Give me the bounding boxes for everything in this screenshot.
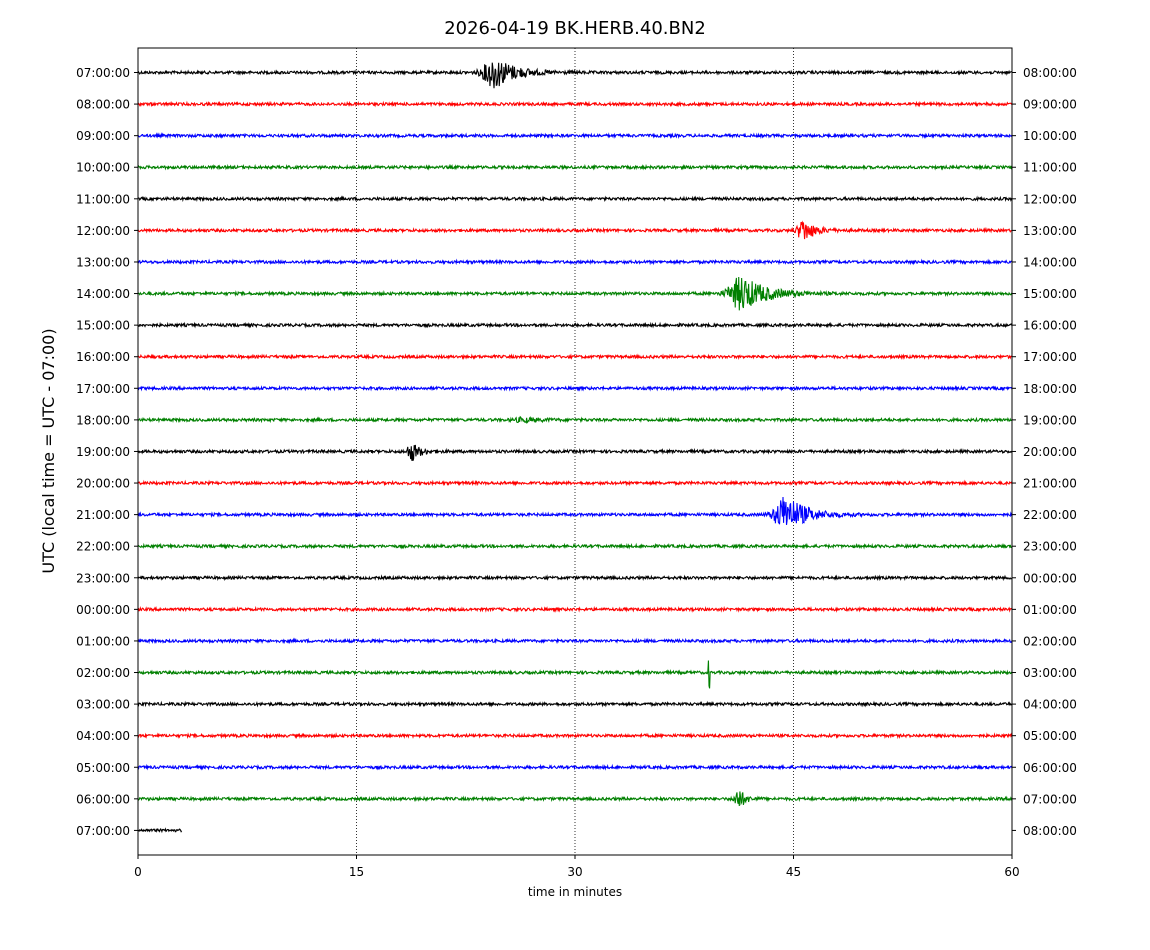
trace-6 [137, 258, 1013, 266]
left-time-label: 02:00:00 [76, 666, 130, 680]
right-time-label: 01:00:00 [1023, 603, 1077, 617]
left-time-label: 15:00:00 [76, 319, 130, 333]
trace-19 [137, 660, 1013, 689]
right-time-label: 10:00:00 [1023, 129, 1077, 143]
left-time-label: 22:00:00 [76, 540, 130, 554]
right-time-label: 07:00:00 [1023, 792, 1077, 806]
left-time-label: 13:00:00 [76, 255, 130, 269]
trace-2 [137, 132, 1013, 140]
right-time-label: 03:00:00 [1023, 666, 1077, 680]
trace-13 [137, 479, 1013, 487]
left-time-label: 09:00:00 [76, 129, 130, 143]
trace-8 [137, 321, 1013, 329]
left-time-label: 11:00:00 [76, 192, 130, 206]
trace-1 [137, 100, 1013, 108]
left-time-label: 14:00:00 [76, 287, 130, 301]
right-time-label: 08:00:00 [1023, 824, 1077, 838]
left-time-label: 01:00:00 [76, 634, 130, 648]
x-axis-ticks: 0 15 30 45 60 [134, 855, 1020, 879]
right-time-label: 00:00:00 [1023, 571, 1077, 585]
left-time-label: 04:00:00 [76, 729, 130, 743]
trace-9 [137, 353, 1013, 361]
left-time-labels: 07:00:00 08:00:00 09:00:00 10:00:00 11:00:00… [76, 66, 138, 838]
left-time-label: 00:00:00 [76, 603, 130, 617]
right-time-label: 09:00:00 [1023, 98, 1077, 112]
trace-0 [137, 62, 1013, 89]
right-time-label: 02:00:00 [1023, 634, 1077, 648]
left-time-label: 17:00:00 [76, 382, 130, 396]
left-time-label: 06:00:00 [76, 792, 130, 806]
x-tick-label: 15 [349, 865, 364, 879]
right-time-label: 04:00:00 [1023, 698, 1077, 712]
trace-16 [137, 574, 1013, 582]
right-time-label: 08:00:00 [1023, 66, 1077, 80]
right-time-label: 14:00:00 [1023, 255, 1077, 269]
right-time-label: 11:00:00 [1023, 161, 1077, 175]
seismic-traces [137, 62, 1013, 834]
left-time-label: 08:00:00 [76, 98, 130, 112]
right-time-label: 06:00:00 [1023, 761, 1077, 775]
right-time-labels: 08:00:00 09:00:00 10:00:00 11:00:00 12:00:00… [1012, 66, 1077, 838]
left-time-label: 05:00:00 [76, 761, 130, 775]
right-time-label: 22:00:00 [1023, 508, 1077, 522]
grid-lines [356, 48, 794, 855]
trace-5 [137, 220, 1013, 240]
right-time-label: 16:00:00 [1023, 319, 1077, 333]
y-axis-label: UTC (local time = UTC - 07:00) [39, 328, 58, 573]
trace-20 [137, 700, 1013, 708]
x-tick-label: 30 [567, 865, 582, 879]
left-time-label: 12:00:00 [76, 224, 130, 238]
left-time-label: 20:00:00 [76, 477, 130, 491]
trace-17 [137, 605, 1013, 613]
trace-18 [137, 637, 1013, 645]
right-time-label: 05:00:00 [1023, 729, 1077, 743]
right-time-label: 17:00:00 [1023, 350, 1077, 364]
x-tick-label: 45 [786, 865, 801, 879]
trace-14 [137, 496, 1013, 525]
trace-23 [137, 791, 1013, 807]
trace-15 [137, 542, 1013, 550]
right-time-label: 21:00:00 [1023, 477, 1077, 491]
trace-3 [137, 163, 1013, 171]
left-time-label: 07:00:00 [76, 66, 130, 80]
right-time-label: 13:00:00 [1023, 224, 1077, 238]
trace-24 [137, 827, 183, 834]
left-time-label: 23:00:00 [76, 571, 130, 585]
left-time-label: 03:00:00 [76, 698, 130, 712]
right-time-label: 18:00:00 [1023, 382, 1077, 396]
right-time-label: 15:00:00 [1023, 287, 1077, 301]
left-time-label: 07:00:00 [76, 824, 130, 838]
chart-title: 2026-04-19 BK.HERB.40.BN2 [444, 18, 706, 39]
x-tick-label: 0 [134, 865, 142, 879]
right-time-label: 20:00:00 [1023, 445, 1077, 459]
left-time-label: 19:00:00 [76, 445, 130, 459]
trace-12 [137, 444, 1013, 461]
left-time-label: 21:00:00 [76, 508, 130, 522]
trace-7 [137, 277, 1013, 311]
trace-4 [137, 195, 1013, 203]
trace-11 [137, 415, 1013, 424]
right-time-label: 12:00:00 [1023, 192, 1077, 206]
trace-22 [137, 763, 1013, 771]
right-time-label: 19:00:00 [1023, 413, 1077, 427]
left-time-label: 16:00:00 [76, 350, 130, 364]
left-time-label: 10:00:00 [76, 161, 130, 175]
trace-10 [137, 384, 1013, 392]
right-time-label: 23:00:00 [1023, 540, 1077, 554]
trace-21 [137, 732, 1013, 740]
left-time-label: 18:00:00 [76, 413, 130, 427]
x-tick-label: 60 [1004, 865, 1019, 879]
x-axis-label: time in minutes [528, 885, 622, 899]
